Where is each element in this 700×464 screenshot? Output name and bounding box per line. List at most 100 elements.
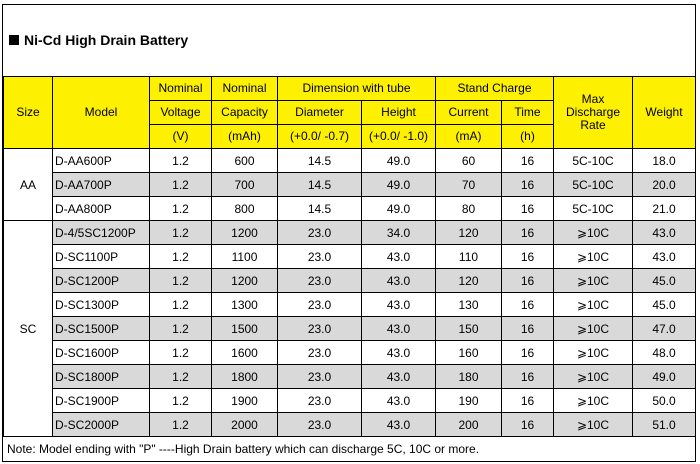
model-cell: D-SC1100P: [52, 244, 150, 269]
voltage-cell: 1.2: [149, 364, 212, 389]
model-cell: D-AA800P: [52, 196, 150, 221]
table-row: D-AA700P 1.2 700 14.5 49.0 70 16 5C-10C 20.0: [4, 172, 696, 197]
discharge-cell: ⩾10C: [553, 316, 633, 341]
model-cell: D-SC1200P: [52, 268, 150, 293]
diameter-cell: 23.0: [277, 364, 362, 389]
time-cell: 16: [501, 148, 554, 173]
weight-cell: 50.0: [632, 388, 696, 413]
voltage-cell: 1.2: [149, 172, 212, 197]
height-cell: 49.0: [361, 196, 436, 221]
time-cell: 16: [501, 196, 554, 221]
square-bullet-icon: [9, 35, 19, 45]
discharge-cell: 5C-10C: [553, 148, 633, 173]
height-cell: 43.0: [361, 364, 436, 389]
capacity-cell: 1600: [211, 340, 278, 365]
capacity-cell: 1900: [211, 388, 278, 413]
capacity-cell: 1500: [211, 316, 278, 341]
header-time-unit: (h): [501, 124, 554, 149]
header-voltage-line2: Voltage: [149, 100, 212, 125]
discharge-cell: ⩾10C: [553, 292, 633, 317]
footnote: Note: Model ending with "P" ----High Dra…: [7, 442, 480, 456]
header-diameter: Diameter: [277, 100, 362, 125]
header-size: Size: [3, 76, 53, 149]
voltage-cell: 1.2: [149, 316, 212, 341]
discharge-cell: ⩾10C: [553, 388, 633, 413]
header-capacity-line1: Nominal: [211, 76, 278, 101]
weight-cell: 48.0: [632, 340, 696, 365]
capacity-cell: 2000: [211, 412, 278, 437]
model-cell: D-SC1500P: [52, 316, 150, 341]
diameter-cell: 23.0: [277, 316, 362, 341]
diameter-cell: 23.0: [277, 244, 362, 269]
battery-spec-table: Size Model Nominal Nominal Dimension wit…: [3, 76, 696, 437]
voltage-cell: 1.2: [149, 388, 212, 413]
table-row: D-SC1800P 1.2 1800 23.0 43.0 180 16 ⩾10C 49.0: [4, 364, 696, 389]
time-cell: 16: [501, 340, 554, 365]
time-cell: 16: [501, 244, 554, 269]
weight-cell: 20.0: [632, 172, 696, 197]
voltage-cell: 1.2: [149, 412, 212, 437]
height-cell: 43.0: [361, 292, 436, 317]
current-cell: 160: [435, 340, 502, 365]
time-cell: 16: [501, 388, 554, 413]
header-charge-group: Stand Charge: [435, 76, 554, 101]
title-bar: Ni-Cd High Drain Battery: [3, 5, 695, 76]
header-capacity-line2: Capacity: [211, 100, 278, 125]
diameter-cell: 23.0: [277, 340, 362, 365]
discharge-cell: ⩾10C: [553, 244, 633, 269]
current-cell: 190: [435, 388, 502, 413]
weight-cell: 21.0: [632, 196, 696, 221]
header-current: Current: [435, 100, 502, 125]
time-cell: 16: [501, 412, 554, 437]
diameter-cell: 14.5: [277, 148, 362, 173]
capacity-cell: 1800: [211, 364, 278, 389]
time-cell: 16: [501, 364, 554, 389]
table-row: D-SC1500P 1.2 1500 23.0 43.0 150 16 ⩾10C 47.0: [4, 316, 696, 341]
current-cell: 150: [435, 316, 502, 341]
spec-sheet: Ni-Cd High Drain Battery Size Model Nomi…: [2, 4, 696, 462]
table-row: D-SC1900P 1.2 1900 23.0 43.0 190 16 ⩾10C 50.0: [4, 388, 696, 413]
current-cell: 120: [435, 220, 502, 245]
table-row: D-SC1200P 1.2 1200 23.0 43.0 120 16 ⩾10C 45.0: [4, 268, 696, 293]
current-cell: 80: [435, 196, 502, 221]
model-cell: D-SC1800P: [52, 364, 150, 389]
height-cell: 43.0: [361, 388, 436, 413]
weight-cell: 45.0: [632, 292, 696, 317]
diameter-cell: 23.0: [277, 292, 362, 317]
table-row: D-SC1600P 1.2 1600 23.0 43.0 160 16 ⩾10C 48.0: [4, 340, 696, 365]
header-voltage-line1: Nominal: [149, 76, 212, 101]
height-cell: 49.0: [361, 148, 436, 173]
size-cell: SC: [3, 220, 53, 437]
voltage-cell: 1.2: [149, 196, 212, 221]
voltage-cell: 1.2: [149, 220, 212, 245]
current-cell: 110: [435, 244, 502, 269]
header-capacity-unit: (mAh): [211, 124, 278, 149]
current-cell: 180: [435, 364, 502, 389]
model-cell: D-SC1300P: [52, 292, 150, 317]
time-cell: 16: [501, 220, 554, 245]
header-height-tolerance: (+0.0/ -1.0): [361, 124, 436, 149]
weight-cell: 18.0: [632, 148, 696, 173]
table-row: AA D-AA600P 1.2 600 14.5 49.0 60 16 5C-10C 18.0: [3, 148, 696, 221]
size-cell: AA: [3, 148, 53, 221]
header-weight: Weight: [632, 76, 696, 149]
header-dimension-group: Dimension with tube: [277, 76, 436, 101]
voltage-cell: 1.2: [149, 244, 212, 269]
current-cell: 200: [435, 412, 502, 437]
height-cell: 43.0: [361, 316, 436, 341]
model-cell: D-SC1900P: [52, 388, 150, 413]
table-row: D-SC2000P 1.2 2000 23.0 43.0 200 16 ⩾10C 51.0: [4, 412, 696, 437]
weight-cell: 51.0: [632, 412, 696, 437]
capacity-cell: 600: [211, 148, 278, 173]
diameter-cell: 14.5: [277, 172, 362, 197]
weight-cell: 43.0: [632, 244, 696, 269]
height-cell: 49.0: [361, 172, 436, 197]
header-voltage-unit: (V): [149, 124, 212, 149]
current-cell: 70: [435, 172, 502, 197]
header-current-unit: (mA): [435, 124, 502, 149]
model-cell: D-SC2000P: [52, 412, 150, 437]
header-diameter-tolerance: (+0.0/ -0.7): [277, 124, 362, 149]
diameter-cell: 23.0: [277, 268, 362, 293]
weight-cell: 47.0: [632, 316, 696, 341]
time-cell: 16: [501, 268, 554, 293]
